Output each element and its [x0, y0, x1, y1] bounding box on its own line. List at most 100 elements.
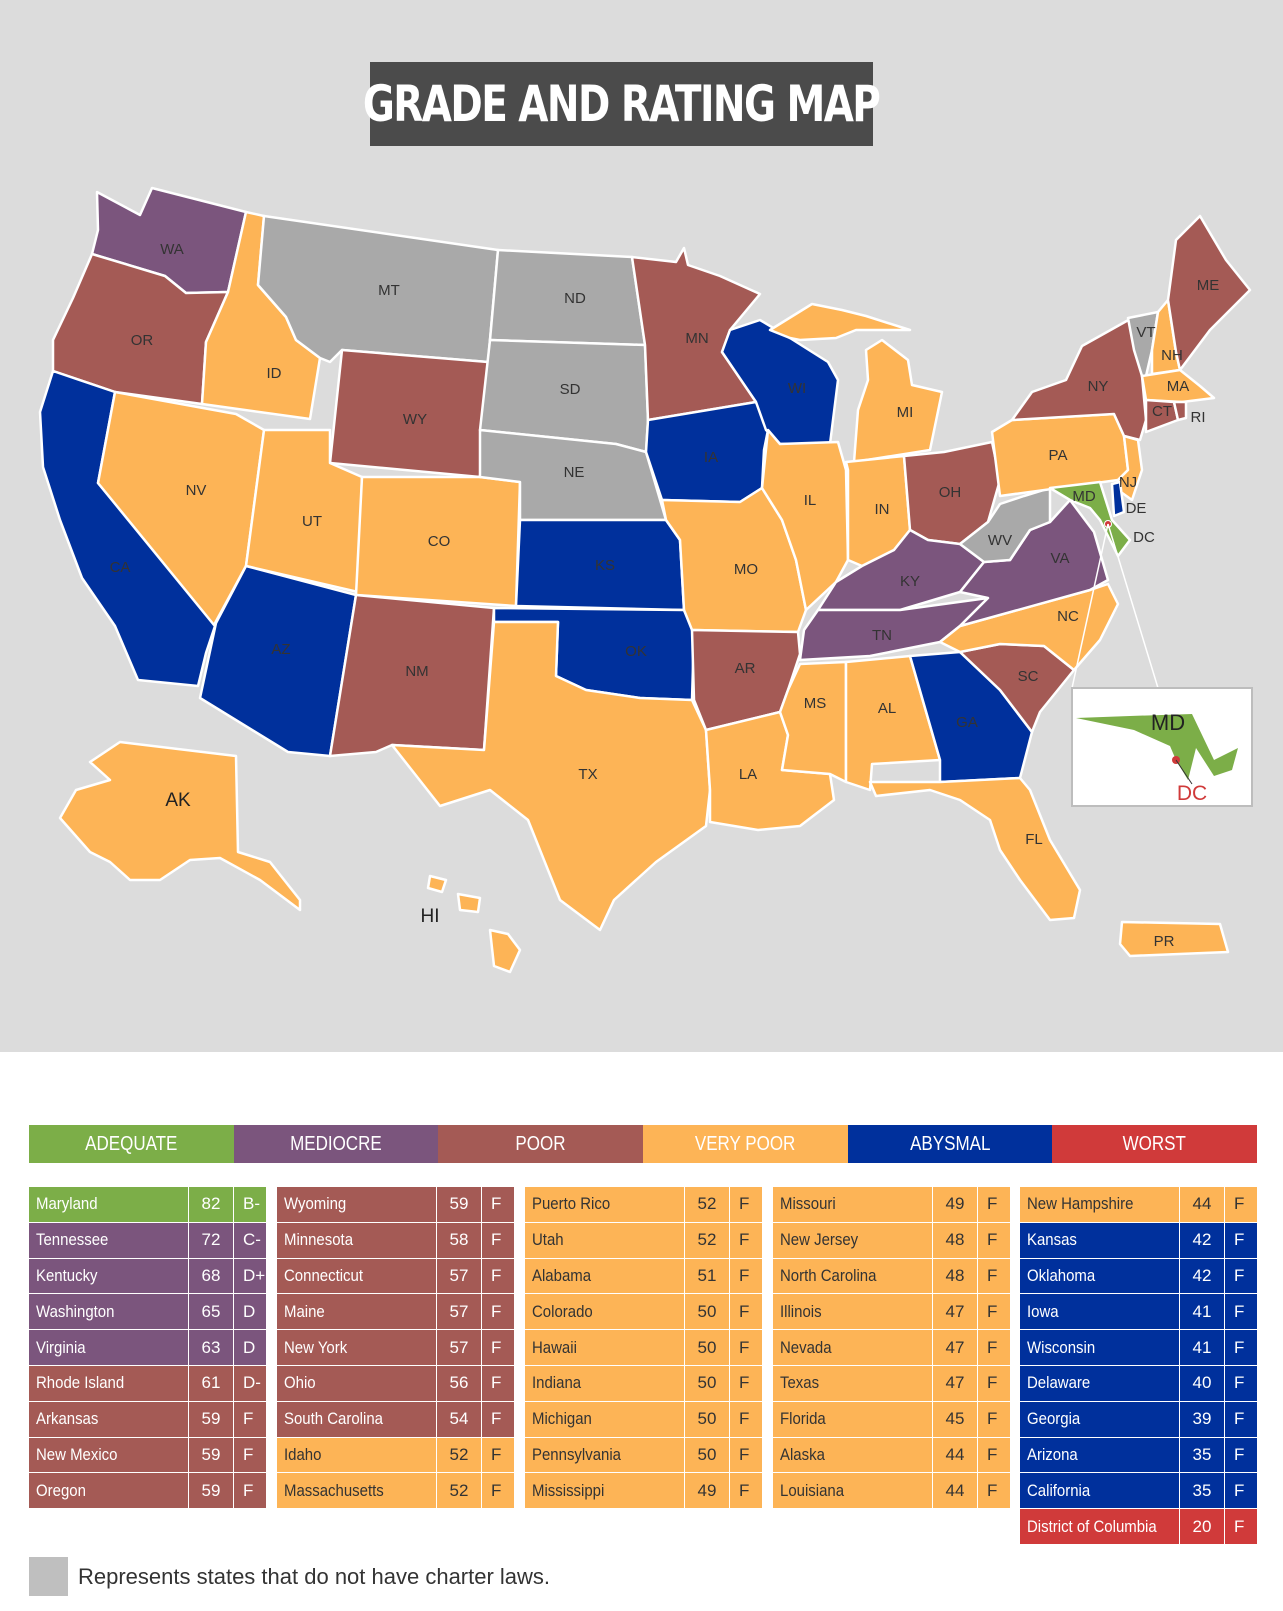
row-state: Texas — [773, 1365, 933, 1401]
row-state: Louisiana — [773, 1473, 933, 1509]
row-state: Connecticut — [277, 1258, 437, 1294]
row-grade: F — [243, 1480, 254, 1500]
row-state-text: Alaska — [780, 1444, 825, 1464]
state-AK[interactable] — [58, 740, 302, 912]
row-score: 49 — [933, 1187, 978, 1222]
row-score: 54 — [437, 1401, 482, 1437]
row-state-text: Pennsylvania — [532, 1444, 621, 1464]
row-state-text: Arizona — [1027, 1444, 1078, 1464]
table-row: Ohio 56 F — [277, 1365, 514, 1402]
label-AL: AL — [878, 700, 896, 717]
row-score: 61 — [189, 1365, 234, 1401]
row-state: Arizona — [1020, 1437, 1180, 1473]
row-state: Arkansas — [29, 1401, 189, 1437]
row-grade: F — [987, 1373, 998, 1393]
inset-dc-pointer — [1175, 759, 1193, 785]
row-state-text: Wisconsin — [1027, 1337, 1096, 1357]
inset-md-label: MD — [1151, 710, 1185, 735]
row-grade: F — [491, 1480, 502, 1500]
state-HI-2[interactable] — [426, 874, 448, 894]
row-state: Colorado — [525, 1294, 685, 1330]
row-grade: D- — [243, 1373, 261, 1393]
table-row: Rhode Island 61 D- — [29, 1365, 266, 1402]
table-row: Puerto Rico 52 F — [525, 1187, 762, 1223]
label-CT: CT — [1152, 403, 1172, 420]
row-state-text: New Hampshire — [1027, 1194, 1134, 1214]
inset-leader-line-1 — [1107, 523, 1159, 689]
state-HI[interactable] — [488, 928, 522, 974]
grade-table-column-5: New Hampshire 44 F Kansas 42 F Oklahoma 42 F Iowa… — [1020, 1187, 1257, 1545]
row-state-text: Maryland — [36, 1194, 98, 1214]
row-grade: D+ — [243, 1265, 266, 1285]
label-VA: VA — [1051, 550, 1070, 567]
row-state: Rhode Island — [29, 1365, 189, 1401]
table-row: Mississippi 49 F — [525, 1473, 762, 1510]
label-TX: TX — [578, 766, 597, 783]
label-IL: IL — [804, 492, 817, 509]
row-state-text: Missouri — [780, 1194, 836, 1214]
state-MN[interactable] — [630, 246, 762, 422]
row-state-text: New York — [284, 1337, 348, 1357]
row-score: 44 — [933, 1473, 978, 1509]
row-grade: F — [987, 1265, 998, 1285]
row-state: Idaho — [277, 1437, 437, 1473]
state-MI[interactable] — [768, 302, 912, 342]
row-state-text: Texas — [780, 1373, 820, 1393]
row-score: 59 — [189, 1473, 234, 1509]
title-banner: GRADE AND RATING MAP — [363, 62, 881, 146]
row-state-text: Minnesota — [284, 1230, 354, 1250]
row-state-text: New Mexico — [36, 1444, 118, 1464]
table-row: Colorado 50 F — [525, 1294, 762, 1331]
row-state: Virginia — [29, 1330, 189, 1365]
table-row: Texas 47 F — [773, 1365, 1010, 1402]
state-FL[interactable] — [868, 776, 1082, 922]
row-state: Alaska — [773, 1437, 933, 1473]
row-score: 48 — [933, 1258, 978, 1294]
label-MA: MA — [1167, 378, 1190, 395]
row-state: Wyoming — [277, 1187, 437, 1222]
state-PR[interactable] — [1118, 920, 1230, 958]
row-grade: F — [491, 1337, 502, 1357]
row-state-text: South Carolina — [284, 1409, 383, 1429]
state-ME[interactable] — [1166, 214, 1252, 372]
label-NJ: NJ — [1119, 474, 1137, 491]
row-score: 35 — [1180, 1473, 1225, 1509]
state-MI-lower[interactable] — [852, 338, 944, 464]
state-TX[interactable] — [390, 620, 712, 932]
label-SD: SD — [560, 381, 581, 398]
table-row: Tennessee 72 C- — [29, 1222, 266, 1259]
table-row: Virginia 63 D — [29, 1330, 266, 1366]
state-MO[interactable] — [660, 486, 808, 634]
row-state-text: North Carolina — [780, 1265, 877, 1285]
row-grade: F — [1234, 1373, 1245, 1393]
row-score: 52 — [685, 1187, 730, 1222]
row-state: Massachusetts — [277, 1473, 437, 1509]
footnote: Represents states that do not have chart… — [29, 1557, 550, 1596]
state-NJ[interactable] — [1116, 434, 1144, 502]
state-MD[interactable] — [1048, 480, 1132, 558]
row-state: California — [1020, 1473, 1180, 1509]
row-score: 48 — [933, 1222, 978, 1258]
row-state-text: Florida — [780, 1409, 826, 1429]
row-state: Alabama — [525, 1258, 685, 1294]
label-MO: MO — [734, 561, 758, 578]
grade-legend: ADEQUATE MEDIOCRE POOR VERY POOR ABYSMAL… — [29, 1125, 1258, 1163]
row-score: 63 — [189, 1330, 234, 1365]
row-score: 20 — [1180, 1509, 1225, 1544]
state-IL[interactable] — [760, 428, 850, 612]
table-row: Oklahoma 42 F — [1020, 1258, 1257, 1295]
table-row: Massachusetts 52 F — [277, 1473, 514, 1510]
label-DC: DC — [1133, 529, 1155, 546]
table-row: Pennsylvania 50 F — [525, 1437, 762, 1474]
row-score: 50 — [685, 1401, 730, 1437]
row-grade: D — [243, 1337, 256, 1357]
inset-leader-line-2 — [1071, 523, 1109, 689]
row-state: Nevada — [773, 1330, 933, 1365]
state-HI-3[interactable] — [456, 892, 482, 914]
state-RI[interactable] — [1172, 400, 1188, 422]
row-score: 57 — [437, 1258, 482, 1294]
state-DE[interactable] — [1110, 480, 1126, 518]
row-score: 42 — [1180, 1222, 1225, 1258]
row-state-text: Arkansas — [36, 1409, 99, 1429]
row-state-text: Oregon — [36, 1480, 86, 1500]
